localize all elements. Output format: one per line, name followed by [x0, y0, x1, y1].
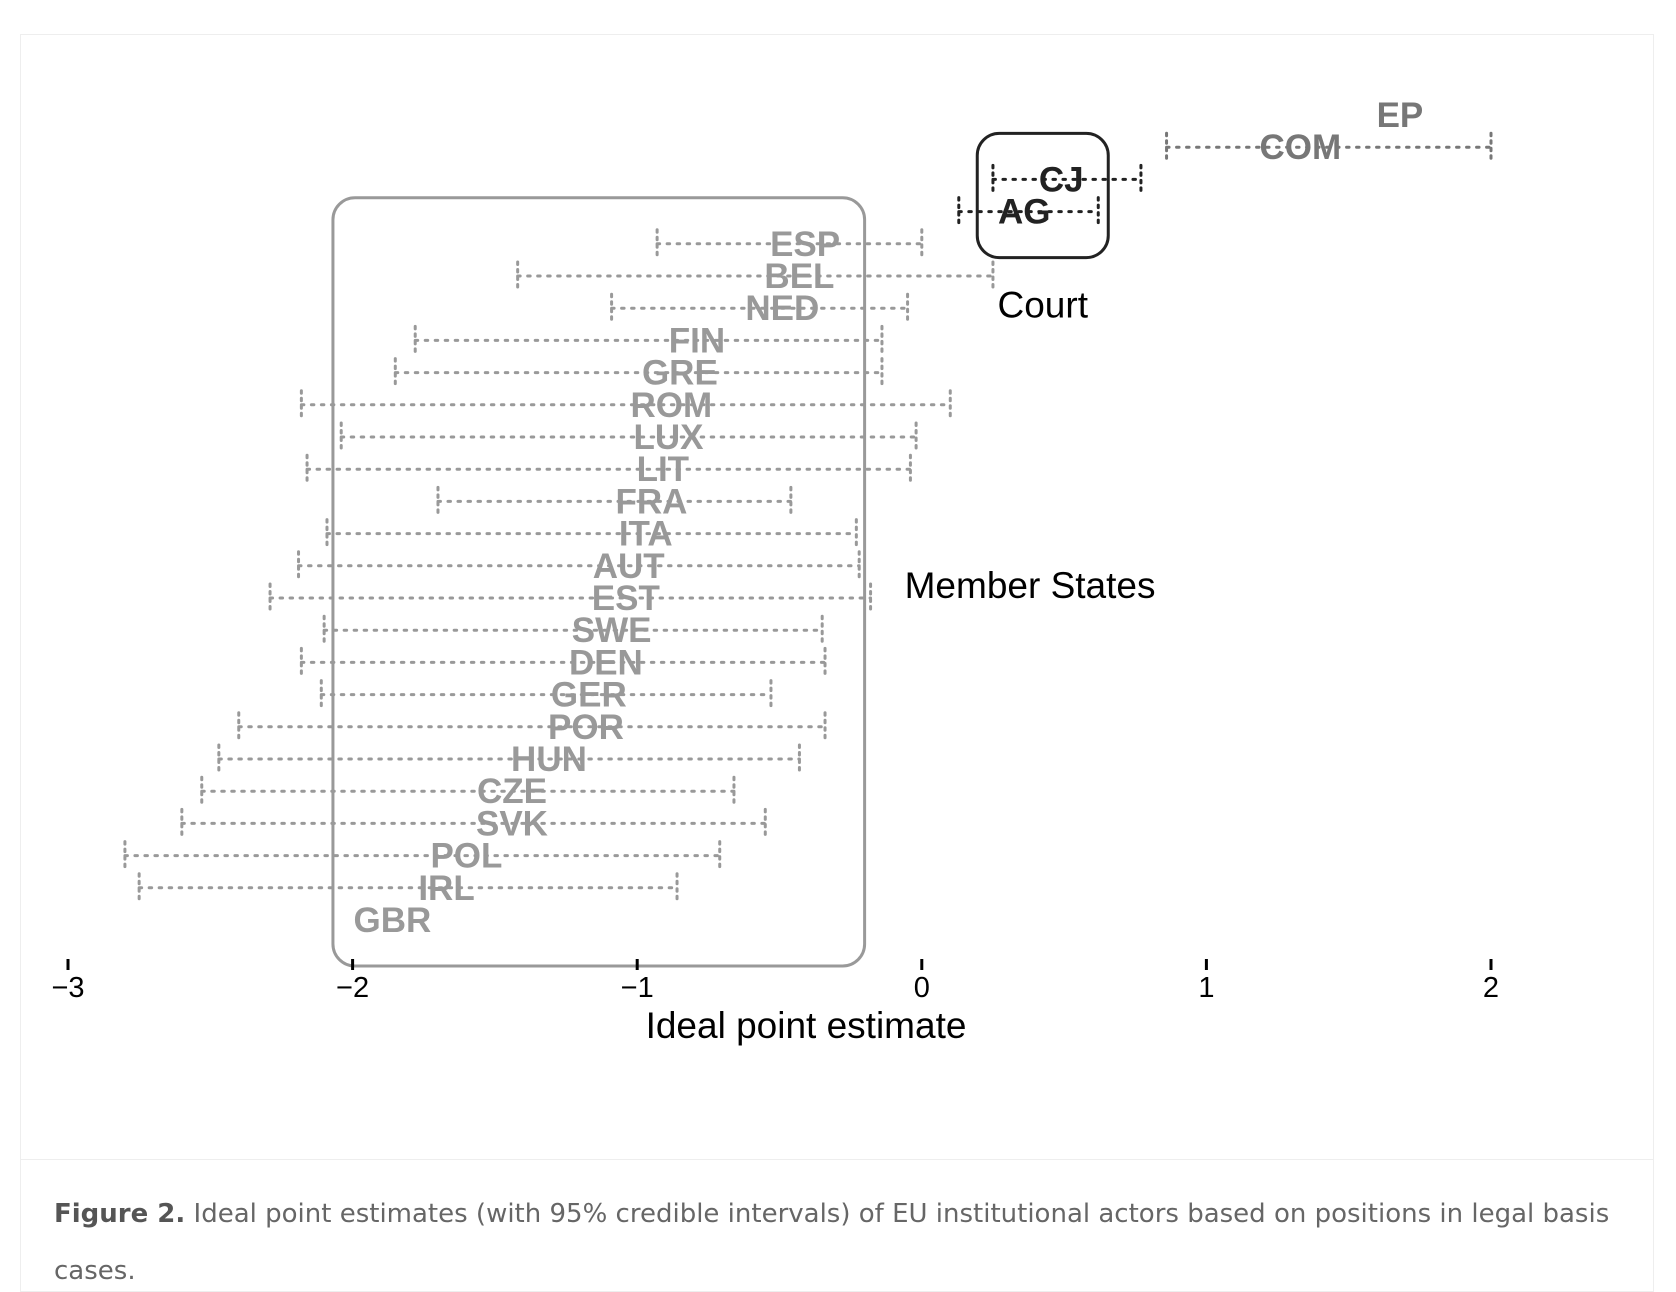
- figure-panel: EP COM CJ AG ESP BEL NED FIN GRE ROM LUX LIT FRA ITA A…: [20, 34, 1654, 1292]
- figure-caption: Figure 2. Ideal point estimates (with 95…: [54, 1186, 1619, 1291]
- actor-label-ita: ITA: [619, 515, 673, 554]
- group-label-member-states: Member States: [905, 565, 1156, 606]
- actor-label-ag: AG: [998, 193, 1051, 232]
- actor-label-hun: HUN: [511, 740, 587, 779]
- actor-label-aut: AUT: [593, 547, 665, 586]
- x-tick-label-5: 2: [1483, 972, 1499, 1004]
- group-box-court: [975, 131, 1110, 260]
- caption-body: Ideal point estimates (with 95% credible…: [54, 1199, 1610, 1286]
- x-tick-label-4: 1: [1198, 972, 1214, 1004]
- x-axis: −3 −2 −1 0 1 2: [51, 959, 1499, 1004]
- x-tick-label-2: −1: [621, 972, 654, 1004]
- actor-label-swe: SWE: [572, 611, 652, 650]
- caption-area: Figure 2. Ideal point estimates (with 95…: [21, 1159, 1653, 1291]
- x-tick-label-1: −2: [336, 972, 369, 1004]
- actor-label-fra: FRA: [615, 482, 687, 521]
- actor-label-est: EST: [592, 579, 660, 618]
- group-labels: Member States Court: [905, 285, 1156, 606]
- x-axis-title: Ideal point estimate: [646, 1005, 967, 1046]
- actor-label-bel: BEL: [764, 257, 834, 296]
- actor-label-fin: FIN: [669, 321, 725, 360]
- credible-intervals: [123, 131, 1493, 902]
- actor-label-por: POR: [548, 708, 624, 747]
- caption-label: Figure 2.: [54, 1199, 186, 1229]
- actor-label-gbr: GBR: [354, 901, 432, 940]
- actor-label-cze: CZE: [477, 772, 547, 811]
- actor-label-esp: ESP: [770, 225, 840, 264]
- actor-label-den: DEN: [569, 643, 643, 682]
- actor-label-ep: EP: [1377, 96, 1424, 135]
- actor-label-lit: LIT: [637, 450, 689, 489]
- group-label-court: Court: [998, 285, 1089, 326]
- actor-label-com: COM: [1259, 128, 1341, 167]
- actor-label-svk: SVK: [476, 804, 548, 843]
- actor-label-ger: GER: [551, 676, 627, 715]
- x-tick-label-0: −3: [51, 972, 84, 1004]
- actor-label-ned: NED: [745, 289, 819, 328]
- group-boxes: [331, 131, 1110, 968]
- x-tick-label-3: 0: [914, 972, 930, 1004]
- actor-label-lux: LUX: [634, 418, 705, 457]
- actor-label-gre: GRE: [642, 354, 718, 393]
- actor-label-pol: POL: [430, 837, 502, 876]
- group-box-member-states: [331, 196, 867, 968]
- actor-label-irl: IRL: [418, 869, 474, 908]
- actor-label-rom: ROM: [631, 386, 713, 425]
- actor-label-cj: CJ: [1039, 160, 1084, 199]
